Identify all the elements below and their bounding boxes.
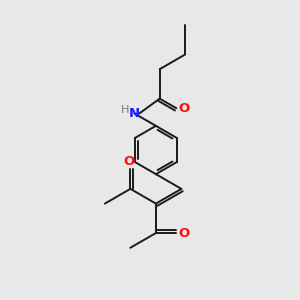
Text: H: H <box>121 105 129 115</box>
Text: O: O <box>178 226 190 239</box>
Text: O: O <box>178 102 190 115</box>
Text: N: N <box>129 107 140 120</box>
Text: O: O <box>123 155 134 168</box>
